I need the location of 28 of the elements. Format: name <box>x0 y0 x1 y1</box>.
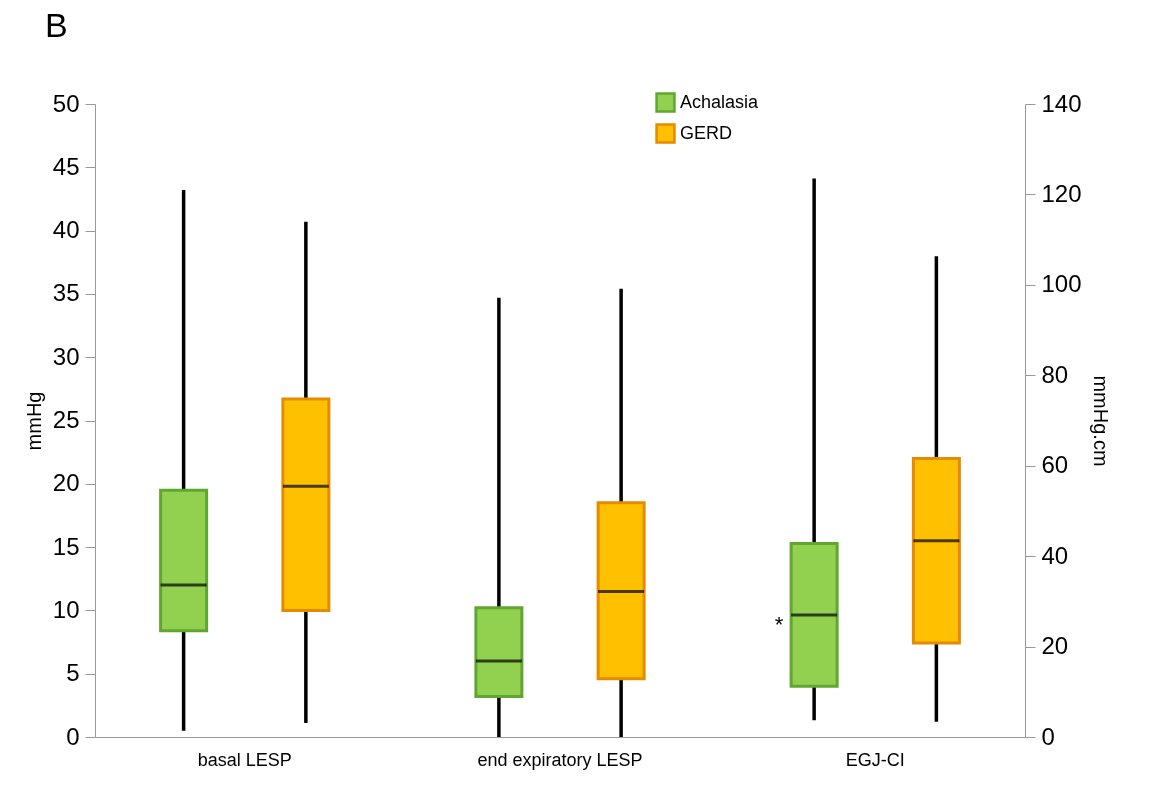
chart-title: B <box>45 6 68 44</box>
y-tick-label: 30 <box>52 342 80 370</box>
y2-tick-label: 20 <box>1041 632 1069 660</box>
y2-tick-label: 140 <box>1041 89 1082 117</box>
y2-tick-label: 0 <box>1041 722 1055 750</box>
y2-axis-title: mmHg.cm <box>1089 375 1112 467</box>
y-tick-label: 20 <box>52 469 80 497</box>
annotation: * <box>774 612 784 637</box>
y-tick-label: 10 <box>52 595 80 623</box>
y-tick-label: 25 <box>52 406 80 433</box>
legend-label: Achalasia <box>680 91 760 112</box>
y-tick-label: 40 <box>52 216 80 244</box>
y2-tick-label: 120 <box>1041 179 1082 207</box>
y2-tick-label: 80 <box>1041 360 1069 388</box>
y-tick-label: 15 <box>52 532 80 560</box>
y-tick-label: 5 <box>66 659 80 687</box>
y2-tick-label: 100 <box>1041 270 1082 298</box>
y-tick-label: 0 <box>66 722 80 750</box>
y-tick-label: 45 <box>52 152 80 180</box>
x-tick-label: basal LESP <box>197 749 292 770</box>
y-tick-label: 50 <box>52 89 80 117</box>
y-axis-title: mmHg <box>22 391 45 451</box>
y2-tick-label: 60 <box>1041 451 1069 479</box>
x-tick-label: EGJ-CI <box>845 749 905 770</box>
x-tick-label: end expiratory LESP <box>477 749 643 770</box>
legend-label: GERD <box>680 122 733 143</box>
y-tick-label: 35 <box>52 279 80 307</box>
y2-tick-label: 40 <box>1041 541 1069 569</box>
